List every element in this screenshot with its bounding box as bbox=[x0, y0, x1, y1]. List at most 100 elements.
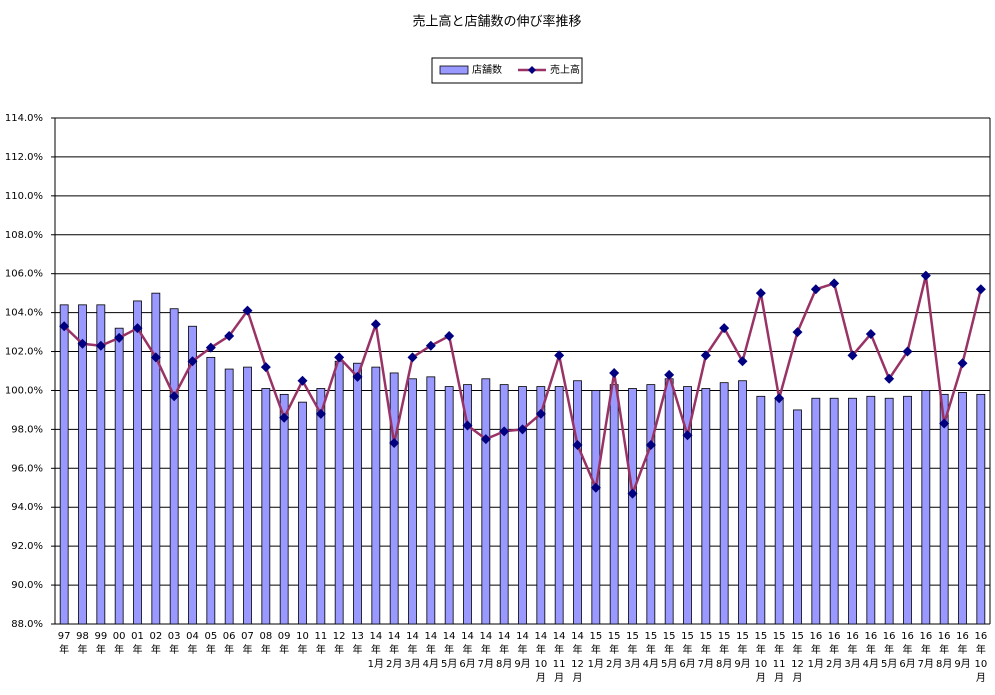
bar bbox=[481, 378, 491, 625]
x-tick-label: 14 bbox=[534, 631, 547, 642]
bar bbox=[114, 327, 124, 625]
x-tick-label: 11 bbox=[314, 631, 327, 642]
marker bbox=[572, 439, 583, 450]
x-tick-label: 3月 bbox=[624, 658, 640, 670]
x-tick-label: 6月 bbox=[899, 658, 915, 670]
marker bbox=[169, 391, 180, 402]
x-tick-label: 2月 bbox=[826, 658, 842, 670]
x-tick-label: 年 bbox=[884, 643, 894, 656]
x-tick-label: 15 bbox=[626, 631, 639, 642]
bar bbox=[756, 395, 766, 625]
bar bbox=[701, 388, 711, 625]
x-tick-label: 月 bbox=[536, 672, 546, 684]
x-tick-label: 年 bbox=[518, 643, 528, 656]
x-tick-label: 15 bbox=[663, 631, 676, 642]
y-tick-label: 102.0% bbox=[5, 347, 43, 358]
bar bbox=[829, 397, 839, 625]
y-tick-label: 98.0% bbox=[11, 424, 43, 435]
bar bbox=[444, 386, 454, 625]
x-tick-label: 年 bbox=[151, 643, 161, 656]
x-tick-label: 年 bbox=[591, 643, 601, 656]
x-tick-label: 10 bbox=[974, 659, 987, 670]
x-tick-label: 年 bbox=[444, 643, 454, 656]
bar bbox=[939, 393, 949, 625]
x-tick-label: 年 bbox=[683, 643, 693, 656]
x-tick-label: 月 bbox=[573, 672, 583, 684]
bar bbox=[261, 388, 271, 625]
x-tick-label: 2月 bbox=[386, 658, 402, 670]
x-tick-label: 01 bbox=[131, 631, 144, 642]
marker bbox=[95, 340, 106, 351]
x-tick-label: 年 bbox=[481, 643, 491, 656]
marker bbox=[957, 358, 968, 369]
y-tick-label: 106.0% bbox=[5, 269, 43, 280]
bar bbox=[78, 304, 87, 625]
x-tick-label: 00 bbox=[113, 631, 126, 642]
bar bbox=[169, 308, 179, 625]
marker bbox=[590, 482, 601, 493]
marker bbox=[939, 418, 950, 429]
y-tick-label: 94.0% bbox=[11, 502, 43, 513]
x-tick-label: 15 bbox=[773, 631, 786, 642]
bar bbox=[628, 388, 637, 625]
x-tick-label: 年 bbox=[811, 643, 821, 656]
marker bbox=[554, 350, 565, 361]
bar bbox=[848, 397, 857, 625]
x-tick-label: 14 bbox=[388, 631, 401, 642]
x-tick-label: 2月 bbox=[606, 658, 622, 670]
x-tick-label: 1月 bbox=[808, 658, 824, 670]
y-tick-label: 92.0% bbox=[11, 541, 43, 552]
y-tick-label: 100.0% bbox=[5, 385, 43, 396]
x-tick-label: 年 bbox=[408, 643, 418, 656]
marker bbox=[132, 323, 143, 334]
bar bbox=[774, 397, 784, 625]
x-tick-label: 年 bbox=[188, 643, 198, 656]
bar bbox=[316, 388, 326, 625]
marker bbox=[792, 327, 803, 338]
marker bbox=[114, 332, 125, 343]
x-tick-label: 9月 bbox=[514, 658, 530, 670]
marker bbox=[279, 412, 290, 423]
x-tick-label: 年 bbox=[279, 643, 289, 656]
bar bbox=[976, 393, 986, 625]
x-tick-label: 年 bbox=[958, 643, 968, 656]
bar bbox=[389, 372, 399, 625]
x-tick-label: 年 bbox=[829, 643, 839, 656]
x-tick-label: 02 bbox=[149, 631, 162, 642]
x-tick-label: 08 bbox=[259, 631, 272, 642]
y-tick-label: 114.0% bbox=[5, 113, 43, 124]
x-tick-label: 年 bbox=[224, 643, 234, 656]
x-tick-label: 4月 bbox=[643, 658, 659, 670]
x-tick-label: 年 bbox=[316, 643, 326, 656]
y-tick-label: 110.0% bbox=[5, 191, 43, 202]
y-tick-label: 90.0% bbox=[11, 580, 43, 591]
x-tick-label: 年 bbox=[536, 643, 546, 656]
x-tick-label: 年 bbox=[701, 643, 711, 656]
x-tick-label: 16 bbox=[809, 631, 822, 642]
x-tick-label: 99 bbox=[94, 631, 107, 642]
legend-marker bbox=[528, 66, 536, 74]
marker bbox=[737, 356, 748, 367]
x-tick-label: 年 bbox=[939, 643, 949, 656]
x-tick-label: 16 bbox=[864, 631, 877, 642]
marker bbox=[462, 420, 473, 431]
x-tick-label: 年 bbox=[389, 643, 399, 656]
x-tick-label: 年 bbox=[463, 643, 473, 656]
bar bbox=[536, 386, 546, 625]
marker bbox=[902, 346, 913, 357]
marker bbox=[865, 329, 876, 340]
bar bbox=[903, 395, 912, 625]
bar bbox=[279, 393, 289, 625]
x-tick-label: 年 bbox=[921, 643, 931, 656]
marker bbox=[847, 350, 858, 361]
y-tick-label: 96.0% bbox=[11, 463, 43, 474]
x-tick-label: 9月 bbox=[734, 658, 750, 670]
x-tick-label: 年 bbox=[646, 643, 656, 656]
marker bbox=[150, 352, 161, 363]
x-tick-label: 16 bbox=[956, 631, 969, 642]
marker bbox=[297, 375, 308, 386]
x-tick-label: 年 bbox=[573, 643, 583, 656]
x-tick-label: 14 bbox=[369, 631, 382, 642]
x-tick-label: 15 bbox=[718, 631, 731, 642]
x-tick-label: 8月 bbox=[496, 658, 512, 670]
